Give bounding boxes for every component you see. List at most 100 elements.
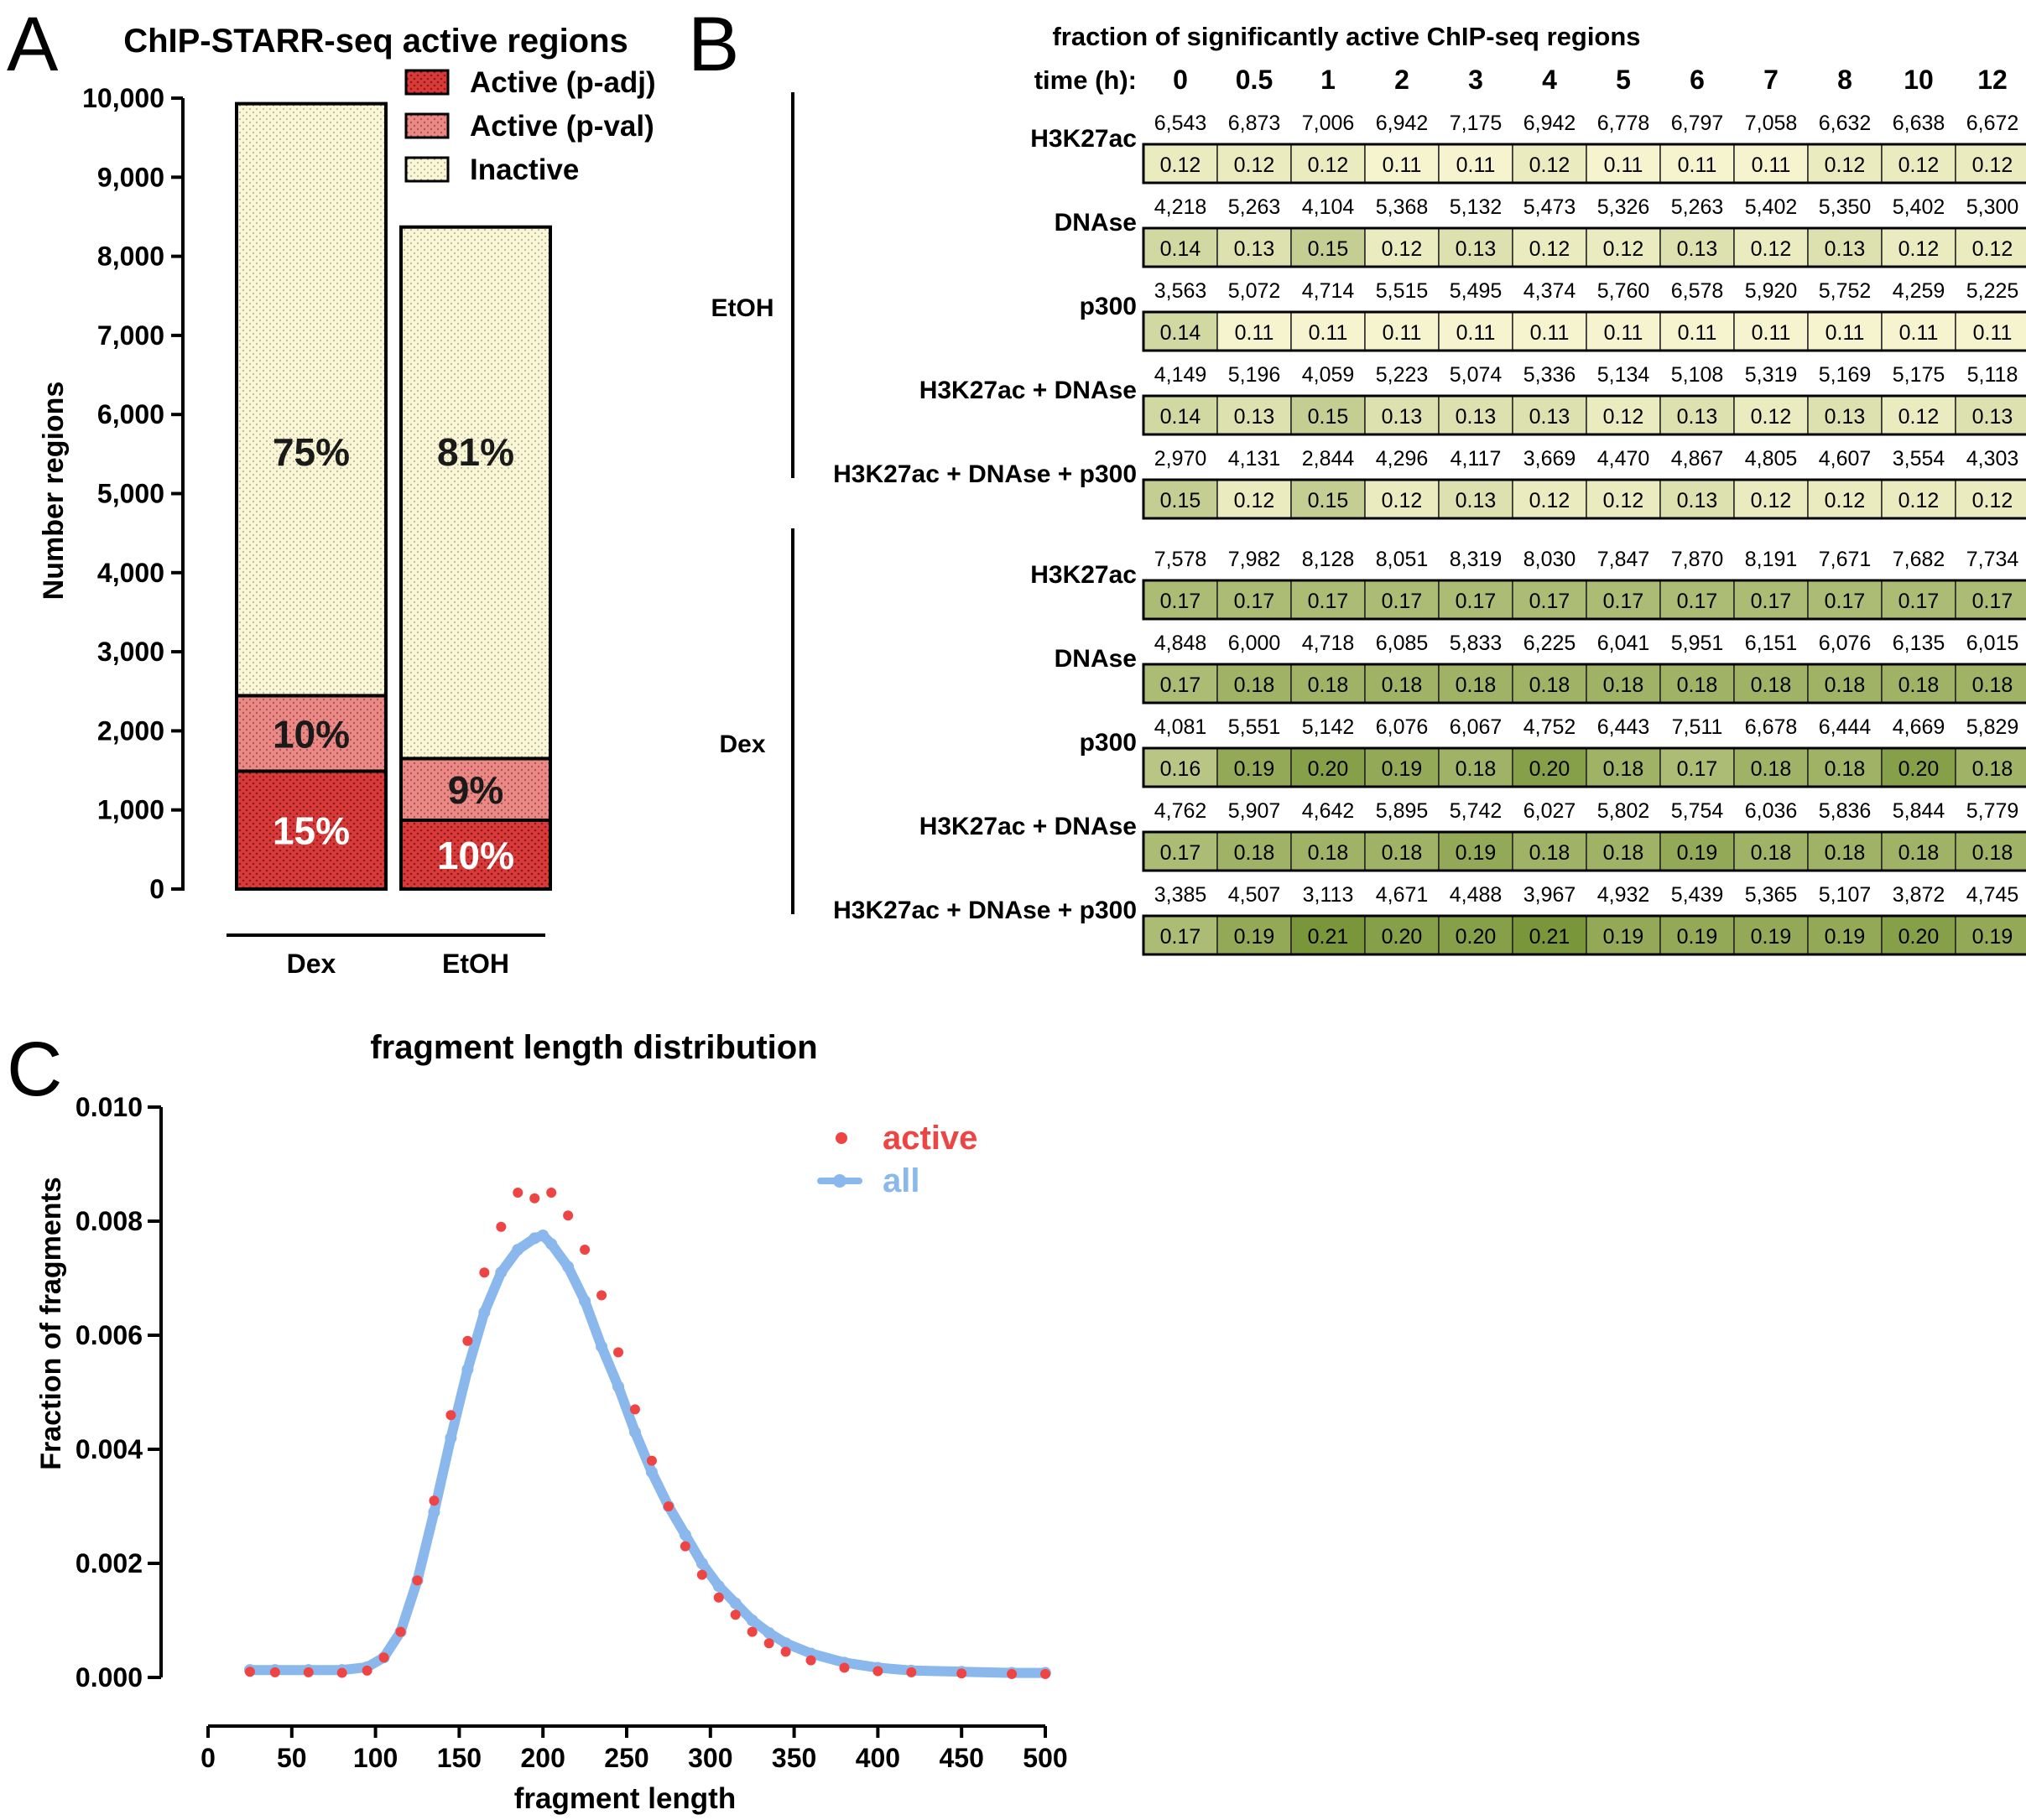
fraction-value: 0.14 <box>1160 405 1201 429</box>
all-point <box>628 1426 641 1438</box>
count-cell: 6,027 <box>1523 799 1576 823</box>
fraction-value: 0.17 <box>1825 590 1866 613</box>
fraction-value: 0.20 <box>1382 925 1423 949</box>
fraction-cell <box>1955 580 2026 620</box>
count-cell: 5,326 <box>1597 195 1650 219</box>
fraction-value: 0.12 <box>1529 153 1570 177</box>
fraction-value: 0.12 <box>1308 153 1349 177</box>
count-cell: 4,131 <box>1228 447 1281 471</box>
active-point <box>663 1501 674 1511</box>
count-cell: 5,300 <box>1966 195 2019 219</box>
fraction-value: 0.12 <box>1529 489 1570 512</box>
legend-all-marker <box>833 1174 846 1188</box>
y-tick-label: 6,000 <box>97 399 164 429</box>
active-point <box>956 1668 967 1679</box>
fraction-value: 0.11 <box>1456 153 1496 177</box>
fraction-value: 0.20 <box>1308 757 1349 781</box>
count-cell: 3,554 <box>1893 447 1945 471</box>
series-all <box>243 1230 1051 1679</box>
count-cell: 6,543 <box>1154 112 1207 135</box>
active-point <box>805 1655 816 1666</box>
count-cell: 5,742 <box>1450 799 1503 823</box>
count-cell: 5,365 <box>1745 883 1798 907</box>
fraction-value: 0.12 <box>1234 153 1275 177</box>
fraction-value: 0.11 <box>1604 321 1643 345</box>
count-cell: 5,175 <box>1893 363 1945 387</box>
active-point <box>1007 1668 1018 1679</box>
time-header: 3 <box>1468 65 1483 95</box>
fraction-value: 0.18 <box>1825 757 1866 781</box>
fraction-cell <box>1364 479 1440 519</box>
all-point <box>579 1295 591 1308</box>
fraction-cell <box>1143 915 1218 955</box>
count-cell: 4,117 <box>1450 447 1502 471</box>
row-label: H3K27ac + DNAse <box>919 377 1137 404</box>
count-cell: 5,350 <box>1819 195 1872 219</box>
fraction-value: 0.11 <box>1678 153 1717 177</box>
fraction-value: 0.11 <box>1973 321 2013 345</box>
chart-a-x-axis: Dex EtOH <box>227 933 545 979</box>
fraction-value: 0.15 <box>1160 489 1201 512</box>
all-point <box>545 1238 558 1251</box>
count-cell: 2,970 <box>1154 447 1207 471</box>
count-cell: 4,805 <box>1745 447 1798 471</box>
time-header: 7 <box>1763 65 1779 95</box>
count-cell: 5,263 <box>1228 195 1281 219</box>
count-cell: 5,844 <box>1893 799 1945 823</box>
fraction-value: 0.13 <box>1382 405 1423 429</box>
count-cell: 7,578 <box>1154 548 1207 571</box>
count-cell: 5,402 <box>1745 195 1798 219</box>
fraction-value: 0.17 <box>1234 590 1275 613</box>
active-point <box>462 1335 473 1346</box>
fraction-value: 0.18 <box>1603 841 1644 865</box>
active-point <box>763 1638 774 1649</box>
time-header: 10 <box>1904 65 1934 95</box>
active-point <box>362 1665 372 1676</box>
fraction-value: 0.12 <box>1529 237 1570 261</box>
count-cell: 6,942 <box>1523 112 1576 135</box>
count-cell: 7,847 <box>1597 548 1650 571</box>
chart-a-y-axis: 0 1,000 2,000 3,000 4,000 5,000 6,000 7,000 8,00… <box>82 83 185 904</box>
fraction-value: 0.17 <box>1160 590 1201 613</box>
fraction-value: 0.19 <box>1677 925 1718 949</box>
fraction-cell <box>1659 227 1735 268</box>
fraction-value: 0.12 <box>1898 237 1940 261</box>
legend-label: Inactive <box>470 153 579 186</box>
chart-c-title: fragment length distribution <box>370 1029 817 1066</box>
row-label: p300 <box>1080 293 1137 320</box>
count-cell: 5,368 <box>1376 195 1429 219</box>
count-cell: 5,829 <box>1966 715 2019 739</box>
count-cell: 4,932 <box>1597 883 1650 907</box>
fraction-cell <box>1807 831 1883 871</box>
legend-swatch <box>404 156 450 183</box>
all-point <box>679 1529 691 1541</box>
fraction-row-border <box>1142 310 2026 352</box>
fraction-value: 0.12 <box>1603 489 1644 512</box>
time-header: 2 <box>1394 65 1409 95</box>
legend-swatch <box>404 112 450 139</box>
fraction-value: 0.12 <box>1972 489 2013 512</box>
active-point <box>872 1666 883 1677</box>
count-cell: 5,196 <box>1228 363 1281 387</box>
active-point <box>596 1290 607 1301</box>
fraction-value: 0.13 <box>1825 405 1866 429</box>
fraction-value: 0.12 <box>1160 153 1201 177</box>
fraction-value: 0.15 <box>1308 237 1349 261</box>
fraction-cell <box>1216 143 1292 184</box>
fraction-value: 0.18 <box>1234 841 1275 865</box>
fraction-value: 0.17 <box>1308 590 1349 613</box>
time-header: 0.5 <box>1236 65 1273 95</box>
all-line <box>244 1230 1050 1678</box>
count-cell: 5,072 <box>1228 279 1281 303</box>
time-header: 1 <box>1320 65 1336 95</box>
y-tick-label: 9,000 <box>97 162 164 192</box>
count-cell: 6,135 <box>1893 632 1945 655</box>
bar-percent-label: 10% <box>437 834 514 877</box>
active-point <box>646 1455 657 1466</box>
fraction-value: 0.21 <box>1529 925 1570 949</box>
fraction-value: 0.21 <box>1308 925 1349 949</box>
fraction-cell <box>1807 311 1883 351</box>
fraction-cell <box>1438 580 1513 620</box>
fraction-value: 0.14 <box>1160 237 1201 261</box>
